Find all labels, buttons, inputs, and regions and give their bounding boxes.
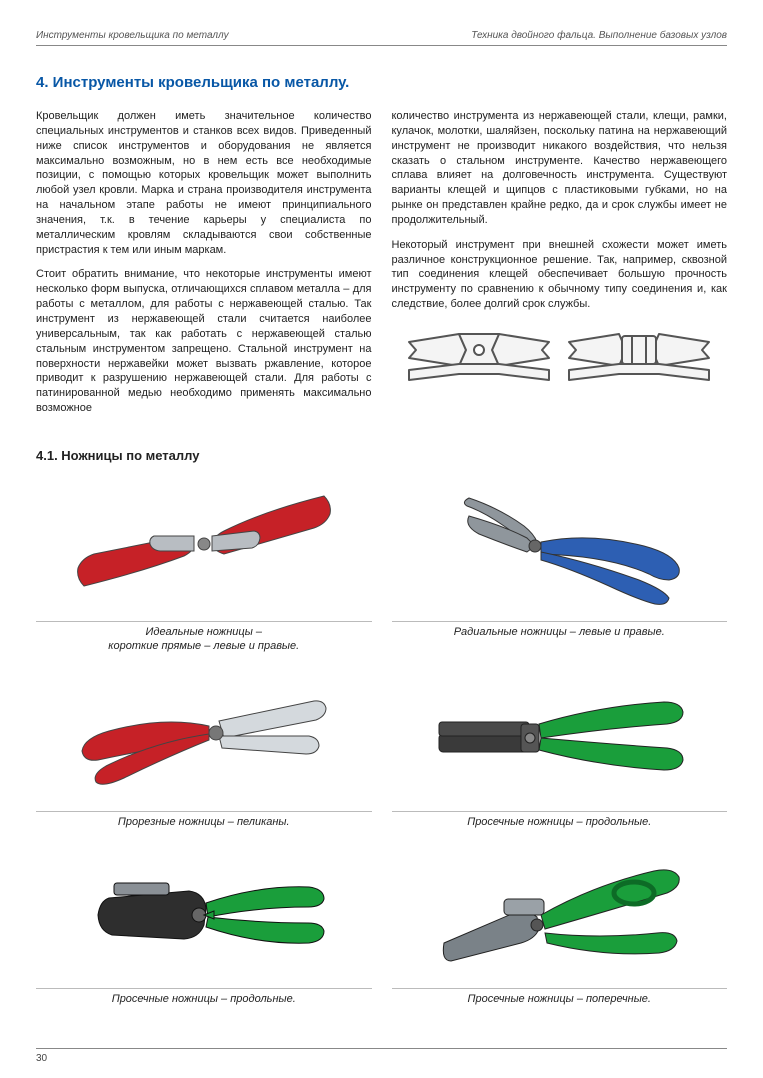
tool-caption: Просечные ножницы – продольные. bbox=[467, 816, 651, 830]
nibbler-transverse-icon bbox=[409, 843, 709, 983]
joint-diagram-right-icon bbox=[564, 322, 714, 392]
tool-caption: Просечные ножницы – поперечные. bbox=[468, 993, 651, 1007]
page: Инструменты кровельщика по металлу Техни… bbox=[0, 0, 763, 1078]
tool-cell: Радиальные ножницы – левые и правые. bbox=[392, 471, 728, 654]
joint-diagram-left-icon bbox=[404, 322, 554, 392]
tool-image bbox=[392, 838, 728, 989]
tool-image bbox=[392, 471, 728, 622]
tool-cell: Просечные ножницы – продольные. bbox=[36, 838, 372, 1007]
body-p2: Стоит обратить внимание, что некоторые и… bbox=[36, 267, 372, 415]
tool-caption: Радиальные ножницы – левые и правые. bbox=[454, 626, 665, 640]
body-p3: количество инструмента из нержавеющей ст… bbox=[392, 109, 728, 228]
body-columns: Кровельщик должен иметь значительное кол… bbox=[36, 109, 727, 426]
tool-image bbox=[36, 661, 372, 812]
tool-cell: Прорезные ножницы – пеликаны. bbox=[36, 661, 372, 830]
subsection-title: 4.1. Ножницы по металлу bbox=[36, 448, 727, 463]
nibbler-green-icon bbox=[409, 666, 709, 806]
running-header: Инструменты кровельщика по металлу Техни… bbox=[36, 30, 727, 46]
body-col-left: Кровельщик должен иметь значительное кол… bbox=[36, 109, 372, 426]
tool-image bbox=[36, 838, 372, 989]
nibbler-dark-icon bbox=[54, 843, 354, 983]
body-p4: Некоторый инструмент при внешней схожест… bbox=[392, 238, 728, 312]
joint-diagram bbox=[392, 322, 728, 392]
body-p1: Кровельщик должен иметь значительное кол… bbox=[36, 109, 372, 257]
body-col-right: количество инструмента из нержавеющей ст… bbox=[392, 109, 728, 426]
header-left: Инструменты кровельщика по металлу bbox=[36, 30, 229, 41]
page-number: 30 bbox=[36, 1048, 727, 1064]
header-right: Техника двойного фальца. Выполнение базо… bbox=[471, 30, 727, 41]
section-title: 4. Инструменты кровельщика по металлу. bbox=[36, 74, 727, 91]
scissors-red-icon bbox=[54, 476, 354, 616]
tool-caption: Прорезные ножницы – пеликаны. bbox=[118, 816, 290, 830]
tool-grid: Идеальные ножницы –короткие прямые – лев… bbox=[36, 471, 727, 1007]
tool-caption: Идеальные ножницы –короткие прямые – лев… bbox=[108, 626, 299, 654]
pelican-scissors-icon bbox=[54, 666, 354, 806]
tool-image bbox=[36, 471, 372, 622]
tool-cell: Просечные ножницы – поперечные. bbox=[392, 838, 728, 1007]
tool-cell: Идеальные ножницы –короткие прямые – лев… bbox=[36, 471, 372, 654]
tool-caption: Просечные ножницы – продольные. bbox=[112, 993, 296, 1007]
tool-image bbox=[392, 661, 728, 812]
scissors-blue-icon bbox=[409, 476, 709, 616]
tool-cell: Просечные ножницы – продольные. bbox=[392, 661, 728, 830]
